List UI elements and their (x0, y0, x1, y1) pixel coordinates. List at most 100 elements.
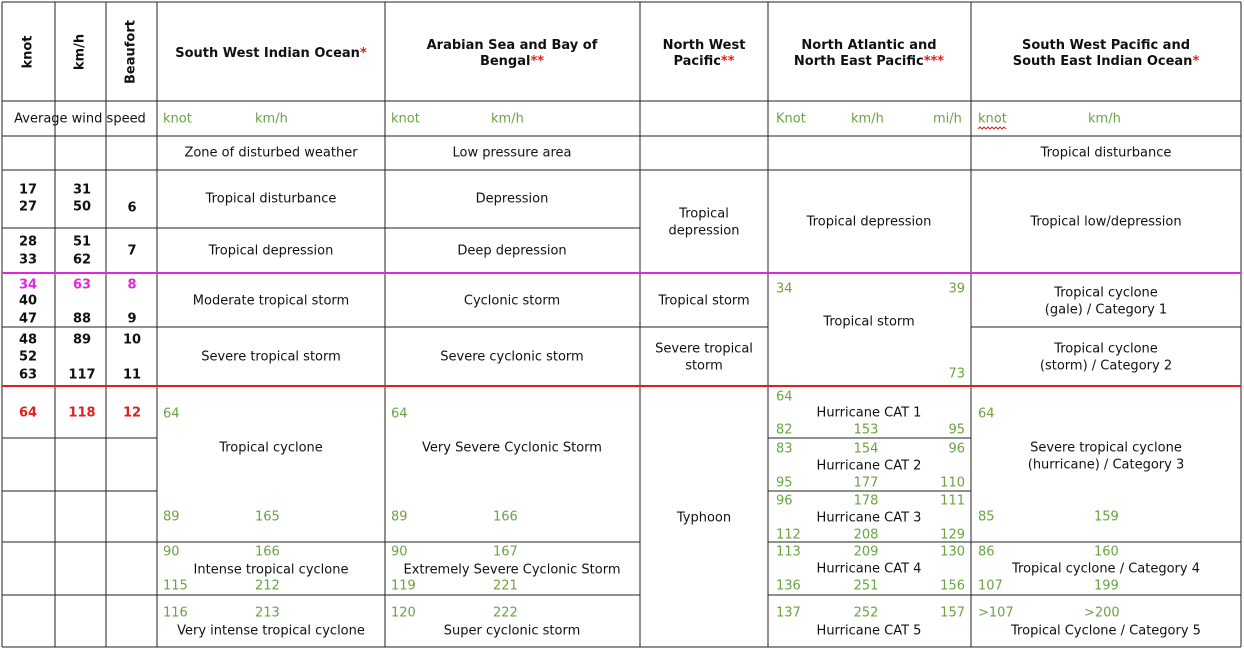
basin-header: North Atlantic and (801, 38, 936, 53)
range-value: 64 (391, 407, 408, 422)
range-value: 222 (493, 606, 518, 621)
scale-value: 12 (123, 406, 141, 421)
category: Tropical disturbance (205, 192, 337, 207)
scale-value: 63 (73, 278, 91, 293)
range-value: 221 (493, 579, 518, 594)
basin-mark: *** (924, 54, 945, 69)
range-value: 83 (776, 442, 793, 457)
basin-name: South West Indian Ocean (175, 46, 360, 61)
basin-header: Pacific** (673, 54, 734, 69)
range-value: 95 (776, 476, 793, 491)
scale-value: 27 (19, 200, 37, 215)
category: Tropical low/depression (1029, 215, 1181, 230)
scale-value: 51 (73, 235, 91, 250)
category: Severe tropical (655, 342, 753, 357)
range-value: 64 (163, 407, 180, 422)
range-value: 39 (948, 282, 965, 297)
unit: km/h (851, 112, 884, 127)
unit: Knot (776, 112, 806, 127)
category: Tropical cyclone (1053, 286, 1158, 301)
category: Hurricane CAT 1 (817, 406, 922, 421)
range-value: 209 (854, 545, 879, 560)
range-value: 199 (1094, 579, 1119, 594)
range-value: 177 (854, 476, 879, 491)
category: Tropical depression (208, 244, 334, 259)
basin-header: Arabian Sea and Bay of (427, 38, 598, 53)
range-value: 90 (391, 545, 408, 560)
range-value: 64 (776, 390, 793, 405)
scale-value: 9 (127, 312, 136, 327)
scale-value: 117 (68, 368, 95, 383)
range-value: 116 (163, 606, 188, 621)
category: Low pressure area (452, 146, 571, 161)
range-value: >107 (978, 606, 1014, 621)
category: Very intense tropical cyclone (177, 624, 365, 639)
category: Hurricane CAT 3 (817, 511, 922, 526)
category: Tropical cyclone (218, 441, 323, 456)
basin-header: Bengal** (480, 54, 544, 69)
category: Extremely Severe Cyclonic Storm (404, 563, 621, 578)
range-value: 251 (854, 579, 879, 594)
range-value: 120 (391, 606, 416, 621)
scale-value: 118 (68, 406, 95, 421)
scale-value: 50 (73, 200, 91, 215)
basin-name: North East Pacific (794, 54, 924, 69)
range-value: 213 (255, 606, 280, 621)
range-value: 153 (854, 423, 879, 438)
category: storm (685, 359, 723, 374)
units-label: Average wind speed (14, 112, 146, 127)
range-value: 130 (940, 545, 965, 560)
basin-mark: * (360, 46, 367, 61)
unit: km/h (255, 112, 288, 127)
range-value: 154 (854, 442, 879, 457)
basin-name: Pacific (673, 54, 720, 69)
category: Severe cyclonic storm (440, 350, 583, 365)
scale-value: 88 (73, 312, 91, 327)
scale-value: 7 (127, 244, 136, 259)
category: Severe tropical storm (201, 350, 341, 365)
range-value: 73 (948, 367, 965, 382)
unit: km/h (1088, 112, 1121, 127)
category: Hurricane CAT 2 (817, 459, 922, 474)
scale-value: 62 (73, 253, 91, 268)
basin-header: South West Pacific and (1022, 38, 1190, 53)
range-value: 110 (940, 476, 965, 491)
range-value: 96 (776, 494, 793, 509)
scale-value: 48 (19, 333, 37, 348)
spell-underline (977, 126, 1007, 130)
category: Typhoon (676, 511, 731, 526)
category: Tropical depression (806, 215, 932, 230)
basin-name: South West Pacific and (1022, 38, 1190, 53)
basin-header: South West Indian Ocean* (175, 46, 367, 61)
unit: mi/h (933, 112, 962, 127)
range-value: 113 (776, 545, 801, 560)
unit: km/h (491, 112, 524, 127)
scale-value: 10 (123, 333, 141, 348)
basin-mark: ** (721, 54, 735, 69)
category: (gale) / Category 1 (1045, 303, 1167, 318)
scale-value: 11 (123, 368, 141, 383)
category: Cyclonic storm (464, 294, 560, 309)
range-value: 64 (978, 407, 995, 422)
range-value: 107 (978, 579, 1003, 594)
category: Tropical cyclone / Category 4 (1011, 562, 1200, 577)
scale-value: 8 (127, 278, 136, 293)
unit: knot (391, 112, 420, 127)
basin-name: North West (663, 38, 746, 53)
category: Tropical storm (657, 294, 749, 309)
unit: knot (978, 112, 1007, 127)
range-value: 96 (948, 442, 965, 457)
category: Moderate tropical storm (193, 294, 349, 309)
category: Deep depression (457, 244, 566, 259)
scale-value: 89 (73, 333, 91, 348)
range-value: 137 (776, 606, 801, 621)
basin-mark: * (1192, 54, 1199, 69)
range-value: 86 (978, 545, 995, 560)
scale-value: 33 (19, 253, 37, 268)
basin-mark: ** (530, 54, 544, 69)
scale-value: 64 (19, 406, 37, 421)
range-value: 156 (940, 579, 965, 594)
basin-header: North East Pacific*** (794, 54, 944, 69)
category: Tropical cyclone (1053, 342, 1158, 357)
